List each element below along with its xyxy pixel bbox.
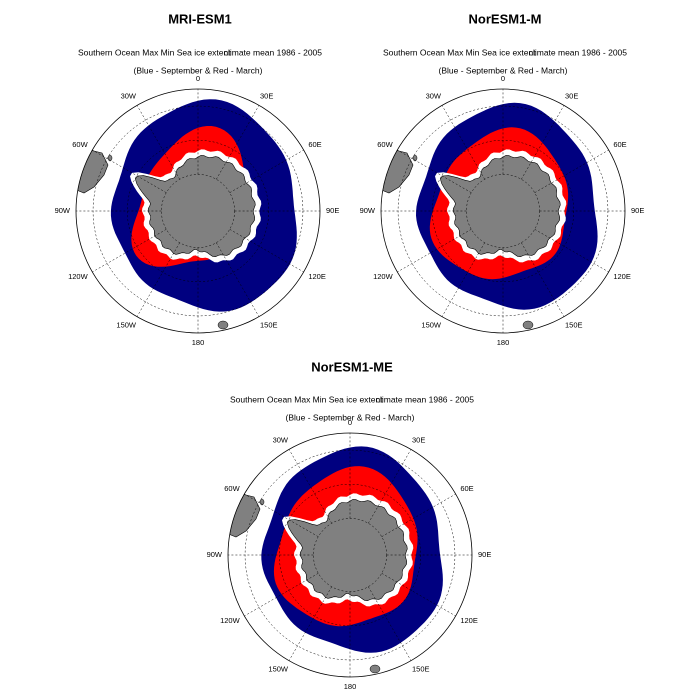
latitude-line <box>278 483 422 627</box>
map-frame <box>227 432 473 678</box>
island <box>107 154 113 162</box>
longitude-label: 150W <box>421 320 442 329</box>
longitude-label: 60E <box>460 484 473 493</box>
longitude-label: 30W <box>273 436 289 445</box>
longitude-label: 60W <box>72 140 88 149</box>
longitude-label: 0 <box>196 74 200 83</box>
map-content <box>381 89 625 333</box>
island <box>259 498 265 506</box>
panel-subtitle: climate mean 1986 - 2005 <box>529 47 628 57</box>
longitude-label: 60E <box>308 140 321 149</box>
panel-caption: (Blue - September & Red - March) <box>286 412 415 422</box>
longitude-label: 90E <box>326 206 339 215</box>
panel-subtitle: climate mean 1986 - 2005 <box>376 394 475 404</box>
map-panel: NorESM1-M Southern Ocean Max Min Sea ice … <box>360 11 645 347</box>
panel-caption: (Blue - September & Red - March) <box>439 65 568 75</box>
panel-subtitle: climate mean 1986 - 2005 <box>224 47 323 57</box>
longitude-label: 30E <box>565 92 578 101</box>
longitude-label: 120E <box>308 272 326 281</box>
map-frame <box>75 88 321 334</box>
island <box>369 664 381 674</box>
island <box>412 154 418 162</box>
longitude-label: 120W <box>373 272 394 281</box>
longitude-label: 90W <box>55 206 71 215</box>
island <box>522 320 534 330</box>
map-content <box>228 433 472 677</box>
longitude-label: 0 <box>348 418 352 427</box>
longitude-label: 90W <box>207 550 223 559</box>
longitude-label: 90E <box>478 550 491 559</box>
panel-subtitle: Southern Ocean Max Min Sea ice extent <box>78 47 231 57</box>
longitude-label: 150W <box>268 664 289 673</box>
longitude-label: 150E <box>412 664 430 673</box>
longitude-label: 30W <box>426 92 442 101</box>
longitude-label: 150E <box>260 320 278 329</box>
longitude-label: 180 <box>344 682 357 691</box>
panel-title: MRI-ESM1 <box>168 11 232 26</box>
longitude-label: 60W <box>377 140 393 149</box>
latitude-line <box>431 139 575 283</box>
longitude-label: 120E <box>460 616 478 625</box>
longitude-label: 150W <box>116 320 137 329</box>
longitude-label: 120E <box>613 272 631 281</box>
longitude-label: 30W <box>121 92 137 101</box>
panel-caption: (Blue - September & Red - March) <box>134 65 263 75</box>
latitude-line <box>126 139 270 283</box>
panel-title: NorESM1-M <box>469 11 542 26</box>
map-panel: MRI-ESM1 Southern Ocean Max Min Sea ice e… <box>55 11 340 347</box>
map-content <box>76 89 320 333</box>
longitude-label: 30E <box>412 436 425 445</box>
panel-subtitle: Southern Ocean Max Min Sea ice extent <box>230 394 383 404</box>
longitude-label: 30E <box>260 92 273 101</box>
panel-title: NorESM1-ME <box>311 359 393 374</box>
map-panel: NorESM1-ME Southern Ocean Max Min Sea ice… <box>207 359 492 691</box>
longitude-label: 90E <box>631 206 644 215</box>
longitude-label: 180 <box>497 338 510 347</box>
longitude-label: 180 <box>192 338 205 347</box>
longitude-label: 60W <box>224 484 240 493</box>
panel-subtitle: Southern Ocean Max Min Sea ice extent <box>383 47 536 57</box>
map-frame <box>380 88 626 334</box>
longitude-label: 120W <box>220 616 241 625</box>
island <box>217 320 229 330</box>
longitude-label: 150E <box>565 320 583 329</box>
longitude-label: 60E <box>613 140 626 149</box>
longitude-label: 0 <box>501 74 505 83</box>
longitude-label: 120W <box>68 272 89 281</box>
longitude-label: 90W <box>360 206 376 215</box>
